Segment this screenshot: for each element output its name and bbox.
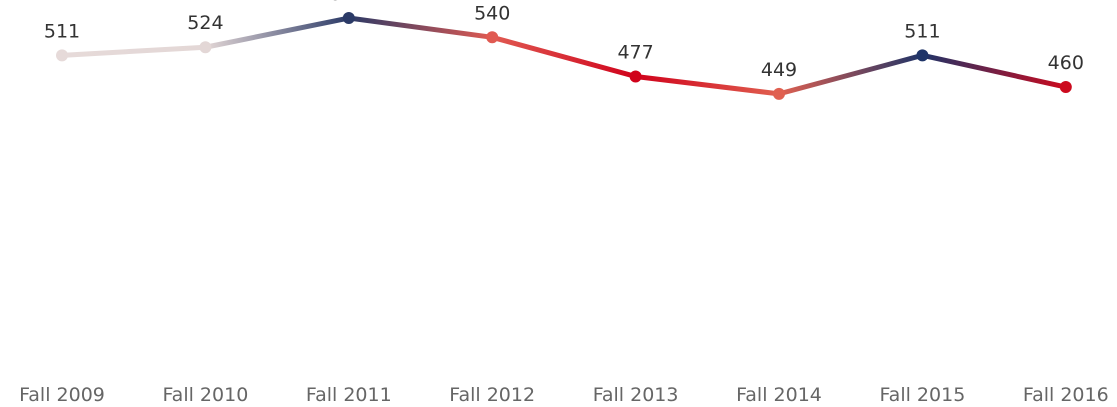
data-point (916, 49, 929, 62)
data-label: 511 (44, 20, 80, 42)
line-segment (633, 73, 782, 97)
data-label: 477 (617, 41, 653, 63)
line-segment (202, 15, 352, 50)
data-point (486, 31, 499, 44)
x-tick-label: Fall 2011 (306, 384, 392, 406)
line-segment (776, 52, 925, 97)
data-label: 460 (1048, 52, 1084, 74)
data-point (56, 49, 68, 62)
line-segment (59, 44, 208, 58)
data-point (199, 41, 212, 54)
data-point (342, 12, 355, 25)
line-segment (346, 15, 495, 40)
data-label: 540 (474, 2, 510, 24)
data-label: 449 (761, 59, 797, 81)
data-label: 511 (904, 20, 940, 42)
data-label: 524 (187, 12, 223, 34)
data-label: 571 (331, 0, 367, 5)
x-tick-label: Fall 2012 (449, 384, 535, 406)
x-tick-label: Fall 2009 (19, 384, 105, 406)
line-segment (919, 52, 1069, 90)
x-tick-label: Fall 2015 (880, 384, 966, 406)
x-tick-label: Fall 2013 (593, 384, 679, 406)
x-tick-label: Fall 2016 (1023, 384, 1109, 406)
line-segment (489, 34, 639, 79)
data-point (1059, 81, 1072, 94)
data-point (629, 70, 642, 83)
x-tick-label: Fall 2010 (163, 384, 249, 406)
data-point (773, 87, 785, 100)
x-tick-label: Fall 2014 (736, 384, 822, 406)
